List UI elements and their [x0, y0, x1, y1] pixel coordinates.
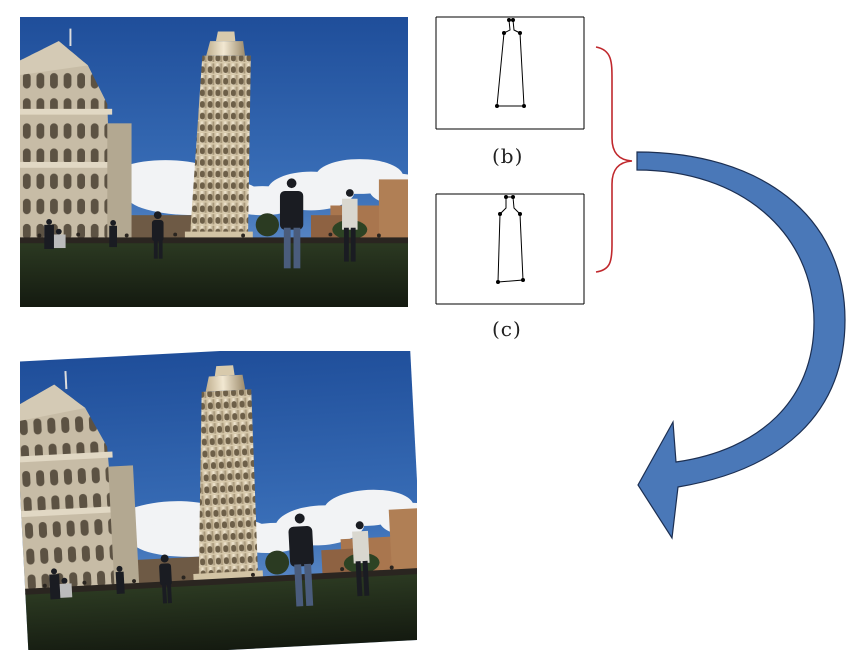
panel-b-label: (b): [492, 144, 524, 168]
panel-c-frame: [435, 193, 585, 305]
panel-c-tower-outline: [496, 195, 525, 284]
curved-arrow: [636, 151, 846, 540]
panel-b-frame: [435, 16, 585, 130]
panel-b-tower-outline: [495, 18, 526, 108]
corrected-photo: [20, 351, 417, 650]
panel-c-label: (c): [492, 317, 522, 341]
bracket-brace: [595, 46, 633, 273]
original-photo: [20, 17, 408, 307]
